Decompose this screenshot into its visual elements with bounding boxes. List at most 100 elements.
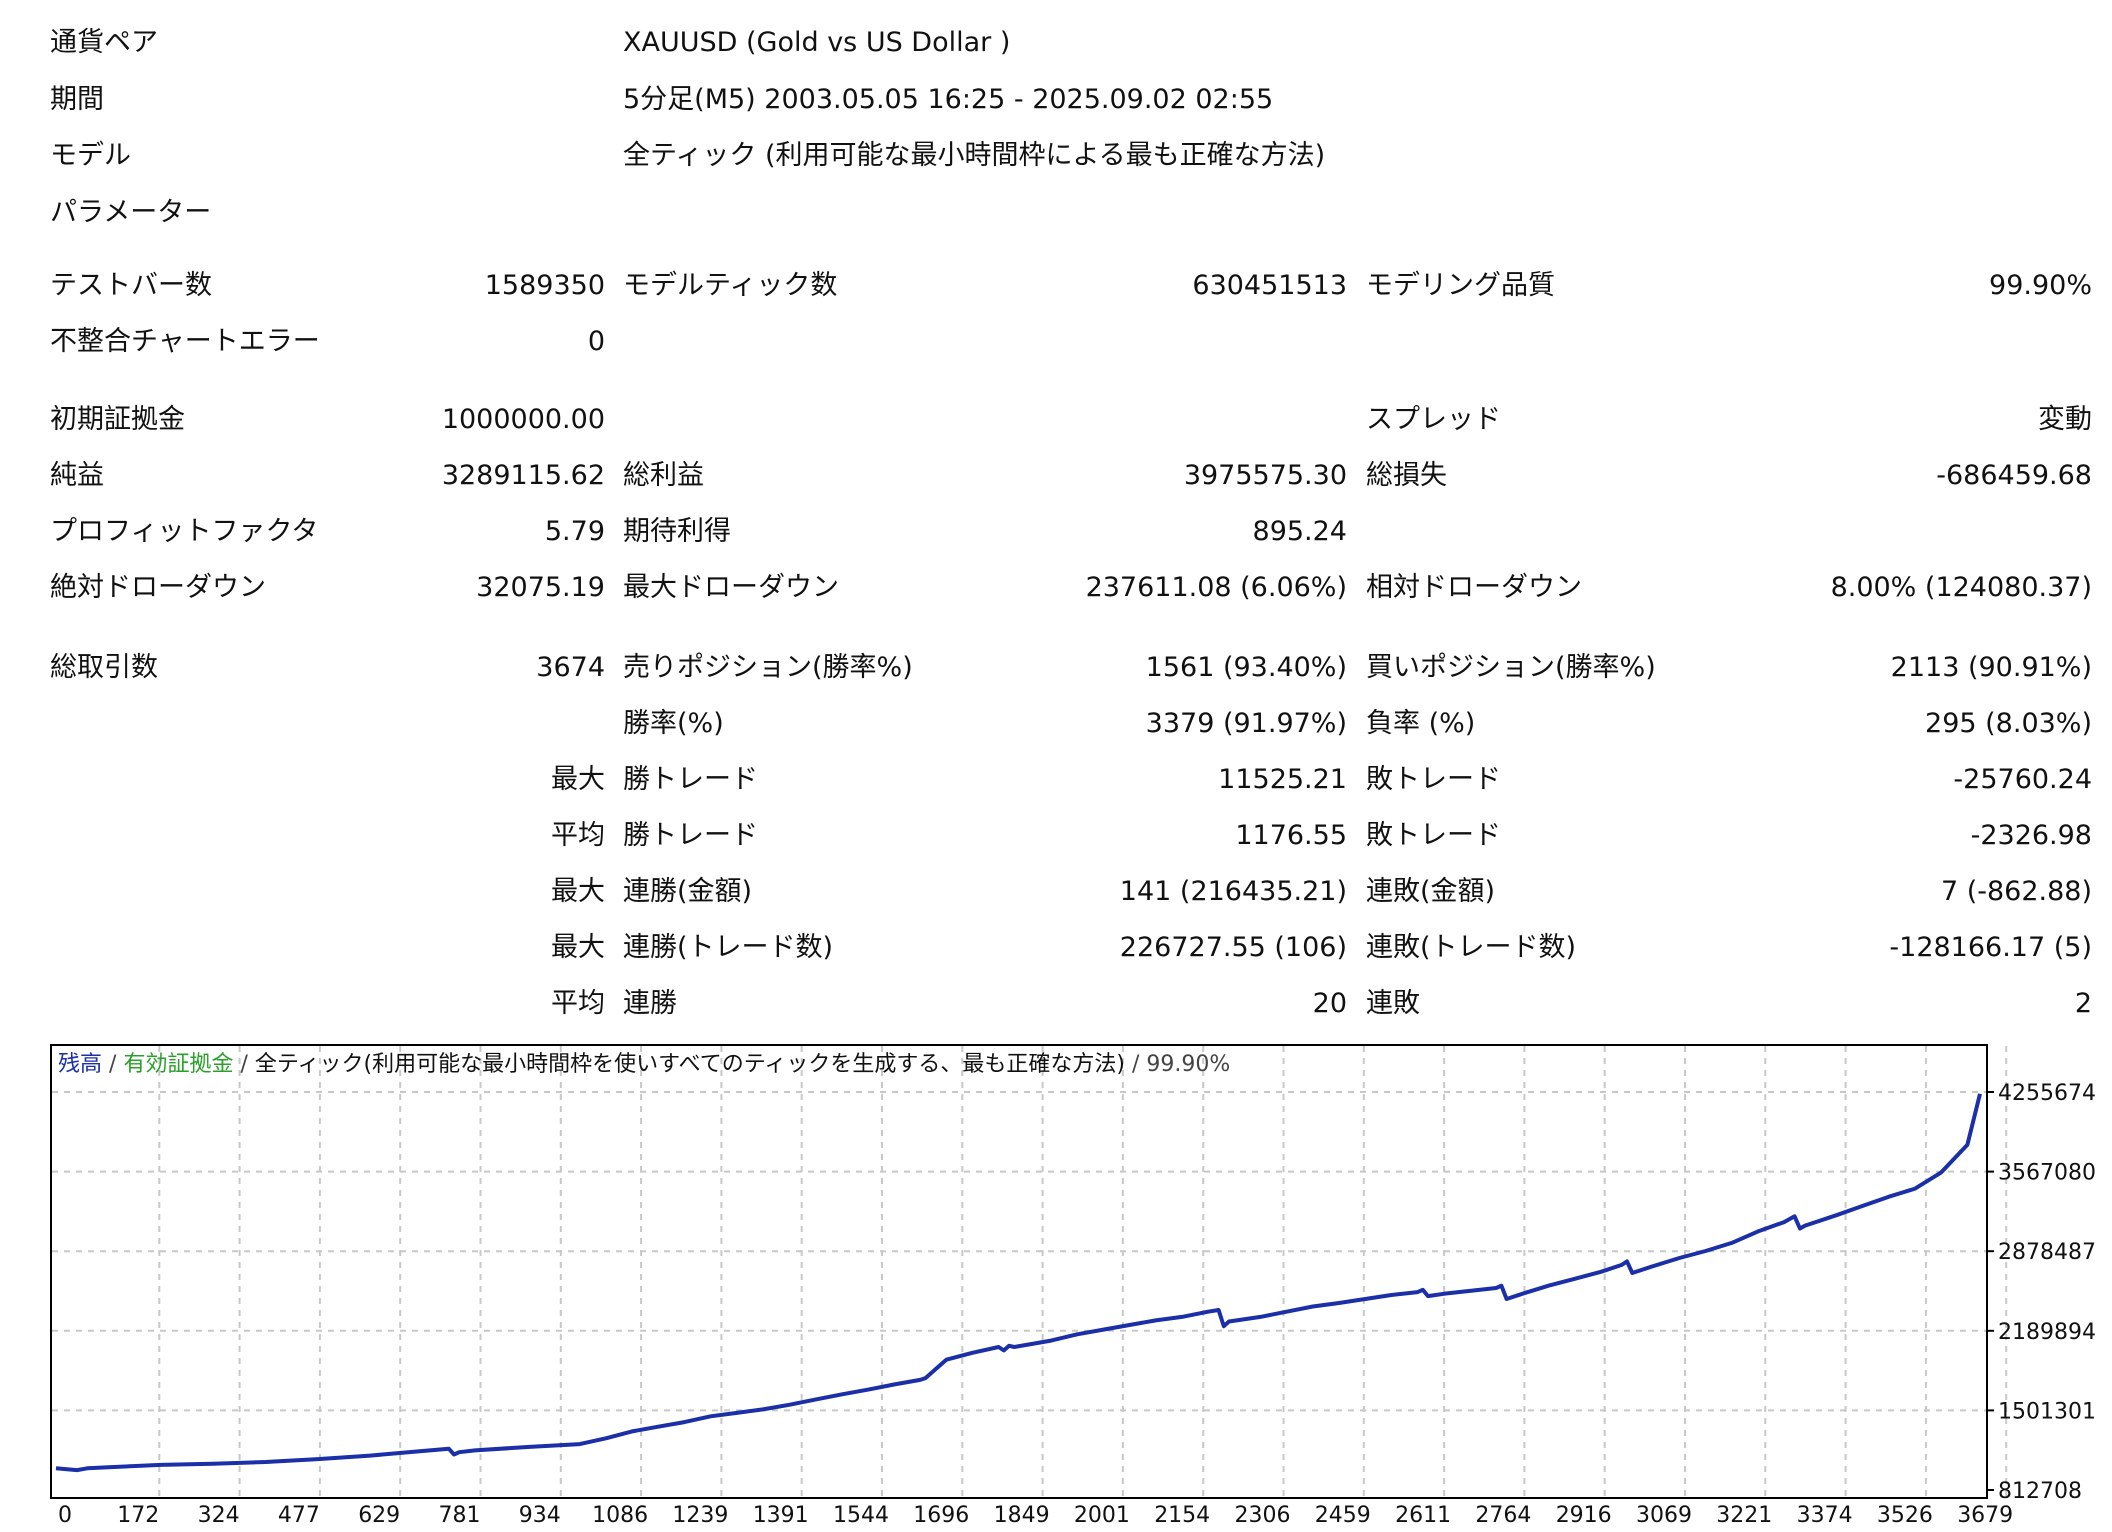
x-tick-label: 3526 <box>1877 1503 1933 1528</box>
x-tick-label: 324 <box>198 1503 240 1528</box>
long-label: 買いポジション(勝率%) <box>1366 652 1656 683</box>
x-tick-label: 2306 <box>1235 1503 1291 1528</box>
max-cl-money-value: 7 (-862.88) <box>1940 876 2092 907</box>
avg-loss-value: -2326.98 <box>1970 820 2092 851</box>
legend-quality: 99.90% <box>1146 1052 1231 1077</box>
legend-separator: / <box>1131 1052 1140 1077</box>
legend-separator: / <box>109 1052 117 1077</box>
x-tick-label: 2459 <box>1315 1503 1371 1528</box>
x-tick-label: 1696 <box>913 1503 969 1528</box>
y-tick-label: 812708 <box>1998 1479 2082 1504</box>
max-dd-value: 237611.08 (6.06%) <box>1085 572 1347 603</box>
x-tick-label: 2154 <box>1154 1503 1210 1528</box>
report-table: 通貨ペア XAUUSD (Gold vs US Dollar ) 期間 5分足(… <box>50 27 2092 1019</box>
loss-rate-value: 295 (8.03%) <box>1925 708 2092 739</box>
largest-prefix: 最大 <box>551 764 605 795</box>
total-trades-label: 総取引数 <box>50 652 158 683</box>
avg-loss-label: 敗トレード <box>1366 820 1501 851</box>
avg-cl-value: 2 <box>2074 988 2092 1019</box>
gross-profit-value: 3975575.30 <box>1183 460 1347 491</box>
x-tick-label: 1086 <box>592 1503 648 1528</box>
legend-model: 全ティック(利用可能な最小時間枠を使いすべてのティックを生成する、最も正確な方法… <box>254 1052 1125 1077</box>
short-value: 1561 (93.40%) <box>1145 652 1347 683</box>
max-cl-money-label: 連敗(金額) <box>1366 876 1496 907</box>
long-value: 2113 (90.91%) <box>1890 652 2092 683</box>
chart-legend: 残高 / 有効証拠金 / 全ティック(利用可能な最小時間枠を使いすべてのティック… <box>58 1050 1230 1080</box>
x-tick-label: 2001 <box>1074 1503 1130 1528</box>
quality-value: 99.90% <box>1989 270 2092 301</box>
deposit-label: 初期証拠金 <box>50 404 185 435</box>
y-tick-label: 3567080 <box>1998 1161 2096 1186</box>
deposit-value: 1000000.00 <box>441 404 605 435</box>
bars-label: テストバー数 <box>50 270 212 301</box>
avg-win-value: 1176.55 <box>1235 820 1347 851</box>
x-tick-label: 0 <box>58 1503 72 1528</box>
x-tick-label: 2916 <box>1556 1503 1612 1528</box>
win-rate-label: 勝率(%) <box>623 708 724 739</box>
avg-cl-label: 連敗 <box>1366 988 1420 1019</box>
ticks-value: 630451513 <box>1192 270 1347 301</box>
avg-cw-label: 連勝 <box>623 988 677 1019</box>
legend-separator: / <box>240 1052 248 1077</box>
bars-value: 1589350 <box>484 270 605 301</box>
period-value: 5分足(M5) 2003.05.05 16:25 - 2025.09.02 02… <box>623 84 1274 115</box>
abs-dd-value: 32075.19 <box>476 572 605 603</box>
x-tick-label: 3374 <box>1797 1503 1853 1528</box>
max-cw-count-label: 連勝(トレード数) <box>623 932 834 963</box>
model-value: 全ティック (利用可能な最小時間枠による最も正確な方法) <box>623 140 1326 171</box>
expected-value: 895.24 <box>1252 516 1347 547</box>
loss-rate-label: 負率 (%) <box>1366 708 1476 739</box>
x-tick-label: 2764 <box>1475 1503 1531 1528</box>
max-dd-label: 最大ドローダウン <box>623 572 839 603</box>
pf-label: プロフィットファクタ <box>50 516 319 547</box>
max-prefix-money: 最大 <box>551 876 605 907</box>
mismatch-label: 不整合チャートエラー <box>50 326 320 357</box>
x-tick-label: 1239 <box>672 1503 728 1528</box>
x-tick-label: 934 <box>519 1503 561 1528</box>
pf-value: 5.79 <box>544 516 605 547</box>
spread-label: スプレッド <box>1366 404 1501 435</box>
expected-label: 期待利得 <box>623 516 731 547</box>
max-cl-count-label: 連敗(トレード数) <box>1366 932 1577 963</box>
x-tick-label: 1849 <box>994 1503 1050 1528</box>
avg-prefix-streak: 平均 <box>551 988 605 1019</box>
rel-dd-value: 8.00% (124080.37) <box>1830 572 2092 603</box>
x-tick-label: 3679 <box>1957 1503 2013 1528</box>
x-tick-label: 1544 <box>833 1503 889 1528</box>
total-trades-value: 3674 <box>536 652 605 683</box>
abs-dd-label: 絶対ドローダウン <box>50 572 266 603</box>
model-label: モデル <box>50 140 131 171</box>
x-tick-label: 2611 <box>1395 1503 1451 1528</box>
short-label: 売りポジション(勝率%) <box>623 652 913 683</box>
balance-chart-frame <box>50 1044 1988 1499</box>
mismatch-value: 0 <box>587 326 605 357</box>
largest-win-label: 勝トレード <box>623 764 758 795</box>
legend-balance: 残高 <box>58 1052 103 1077</box>
x-tick-label: 172 <box>117 1503 159 1528</box>
quality-label: モデリング品質 <box>1366 270 1555 301</box>
y-tick-label: 1501301 <box>1998 1399 2096 1424</box>
y-tick-label: 2878487 <box>1998 1240 2096 1265</box>
balance-line <box>55 1093 1982 1473</box>
largest-loss-value: -25760.24 <box>1953 764 2092 795</box>
average-prefix: 平均 <box>551 820 605 851</box>
pair-label: 通貨ペア <box>50 27 158 58</box>
legend-equity: 有効証拠金 <box>123 1052 234 1077</box>
x-tick-label: 781 <box>439 1503 481 1528</box>
params-label: パラメーター <box>50 197 212 228</box>
y-tick-label: 4255674 <box>1998 1081 2096 1106</box>
avg-cw-value: 20 <box>1312 988 1347 1019</box>
spread-value: 変動 <box>2038 404 2092 435</box>
rel-dd-label: 相対ドローダウン <box>1366 572 1582 603</box>
max-cw-money-value: 141 (216435.21) <box>1119 876 1347 907</box>
largest-win-value: 11525.21 <box>1218 764 1347 795</box>
x-tick-label: 3069 <box>1636 1503 1692 1528</box>
max-prefix-count: 最大 <box>551 932 605 963</box>
win-rate-value: 3379 (91.97%) <box>1145 708 1347 739</box>
pair-value: XAUUSD (Gold vs US Dollar ) <box>623 27 1011 58</box>
max-cw-money-label: 連勝(金額) <box>623 876 753 907</box>
net-label: 純益 <box>50 460 104 491</box>
avg-win-label: 勝トレード <box>623 820 758 851</box>
x-tick-label: 477 <box>278 1503 320 1528</box>
